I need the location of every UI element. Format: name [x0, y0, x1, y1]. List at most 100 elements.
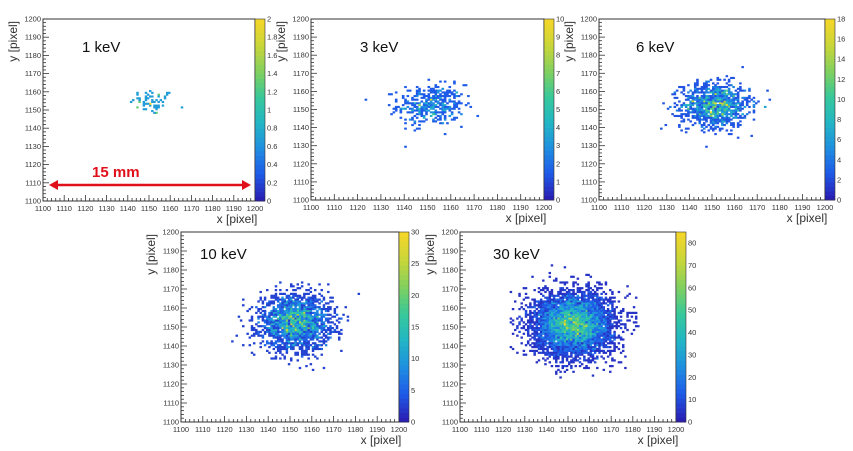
heatmap-bin [580, 321, 584, 324]
heatmap-bin [739, 114, 742, 118]
heatmap-bin [255, 306, 258, 309]
heatmap-bin [589, 294, 593, 297]
heatmap-bin [580, 330, 584, 333]
heatmap-bin [535, 308, 539, 311]
heatmap-bin [609, 370, 612, 373]
heatmap-bin [281, 340, 284, 343]
heatmap-bin [700, 85, 704, 89]
heatmap-bin [550, 319, 554, 322]
heatmap-bin [730, 118, 733, 121]
heatmap-bin [305, 340, 308, 343]
heatmap-bin [274, 311, 278, 314]
heatmap-bin [263, 330, 267, 333]
heatmap-bin [274, 334, 278, 337]
heatmap-bin [300, 323, 304, 326]
colorbar-segment [399, 232, 409, 238]
heatmap-bin [292, 325, 295, 328]
heatmap-bin [420, 113, 424, 116]
heatmap-bin [559, 323, 562, 326]
heatmap-bin [406, 95, 410, 98]
heatmap-bin [557, 302, 560, 305]
heatmap-bin [752, 118, 756, 121]
heatmap-bin [565, 296, 569, 299]
x-tick-label: 1140 [120, 204, 136, 213]
heatmap-bin [294, 306, 297, 309]
heatmap-bin [563, 296, 567, 299]
heatmap-bin [552, 347, 556, 351]
heatmap-bin [303, 353, 306, 356]
heatmap-bin [159, 99, 163, 102]
heatmap-bin [542, 336, 545, 339]
heatmap-bin [714, 91, 717, 94]
heatmap-bin [279, 344, 282, 347]
heatmap-bin [555, 309, 558, 313]
heatmap-bin [561, 332, 564, 335]
heatmap-bin [696, 118, 699, 121]
heatmap-bin [596, 308, 599, 311]
heatmap-bin [394, 109, 398, 112]
heatmap-bin [561, 355, 564, 358]
heatmap-bin [600, 306, 603, 309]
heatmap-bin [274, 294, 278, 297]
heatmap-bin [585, 298, 588, 301]
heatmap-bin [281, 332, 284, 335]
heatmap-bin [576, 296, 580, 299]
heatmap-bin [257, 325, 260, 328]
heatmap-bin [714, 120, 717, 123]
heatmap-bin [533, 321, 536, 324]
heatmap-bin [397, 105, 400, 108]
heatmap-bin [576, 290, 580, 294]
heatmap-bin [563, 319, 567, 322]
heatmap-bin [307, 317, 310, 320]
heatmap-bin [580, 325, 584, 328]
heatmap-bin [696, 82, 699, 85]
heatmap-bin [714, 125, 717, 128]
colorbar-segment [825, 154, 835, 160]
heatmap-bin [574, 349, 577, 352]
heatmap-bin [316, 328, 319, 332]
heatmap-bin [422, 93, 426, 96]
heatmap-bin [557, 309, 560, 313]
heatmap-bin [568, 344, 571, 347]
heatmap-bin [542, 338, 545, 341]
heatmap-bin [578, 351, 582, 354]
colorbar-segment [399, 274, 409, 280]
colorbar-tick-label: 50 [688, 306, 696, 315]
x-axis-label: x [pixel] [638, 433, 679, 447]
heatmap-bin [565, 338, 569, 341]
heatmap-bin [281, 327, 284, 330]
heatmap-bin [559, 319, 562, 322]
heatmap-bin [296, 315, 300, 318]
heatmap-bin [698, 98, 701, 101]
heatmap-bin [725, 113, 729, 116]
heatmap-bin [453, 116, 456, 119]
heatmap-bin [587, 342, 590, 345]
heatmap-bin [568, 330, 571, 333]
heatmap-bin [736, 105, 740, 108]
heatmap-bin [324, 308, 328, 311]
heatmap-bin [609, 311, 612, 314]
heatmap-bin [578, 315, 582, 318]
heatmap-bin [316, 338, 319, 341]
heatmap-bin [563, 353, 567, 356]
heatmap-bin [268, 351, 271, 354]
heatmap-bin [533, 332, 536, 335]
heatmap-bin [542, 302, 545, 305]
heatmap-bin [580, 308, 584, 311]
colorbar-segment [676, 369, 686, 375]
heatmap-bin [565, 351, 569, 354]
x-tick-label: 1190 [226, 204, 242, 213]
heatmap-bin [555, 302, 558, 305]
heatmap-bin [303, 317, 306, 320]
heatmap-bin [570, 344, 573, 347]
heatmap-bin [609, 298, 612, 301]
colorbar-tick-label: 5 [556, 105, 560, 114]
heatmap-bin [634, 317, 638, 320]
heatmap-bin [307, 319, 310, 322]
heatmap-bin [613, 344, 616, 347]
heatmap-bin [320, 315, 323, 318]
heatmap-bin [455, 104, 459, 107]
heatmap-bin [634, 315, 638, 318]
heatmap-bin [698, 100, 701, 103]
heatmap-bin [550, 325, 554, 328]
